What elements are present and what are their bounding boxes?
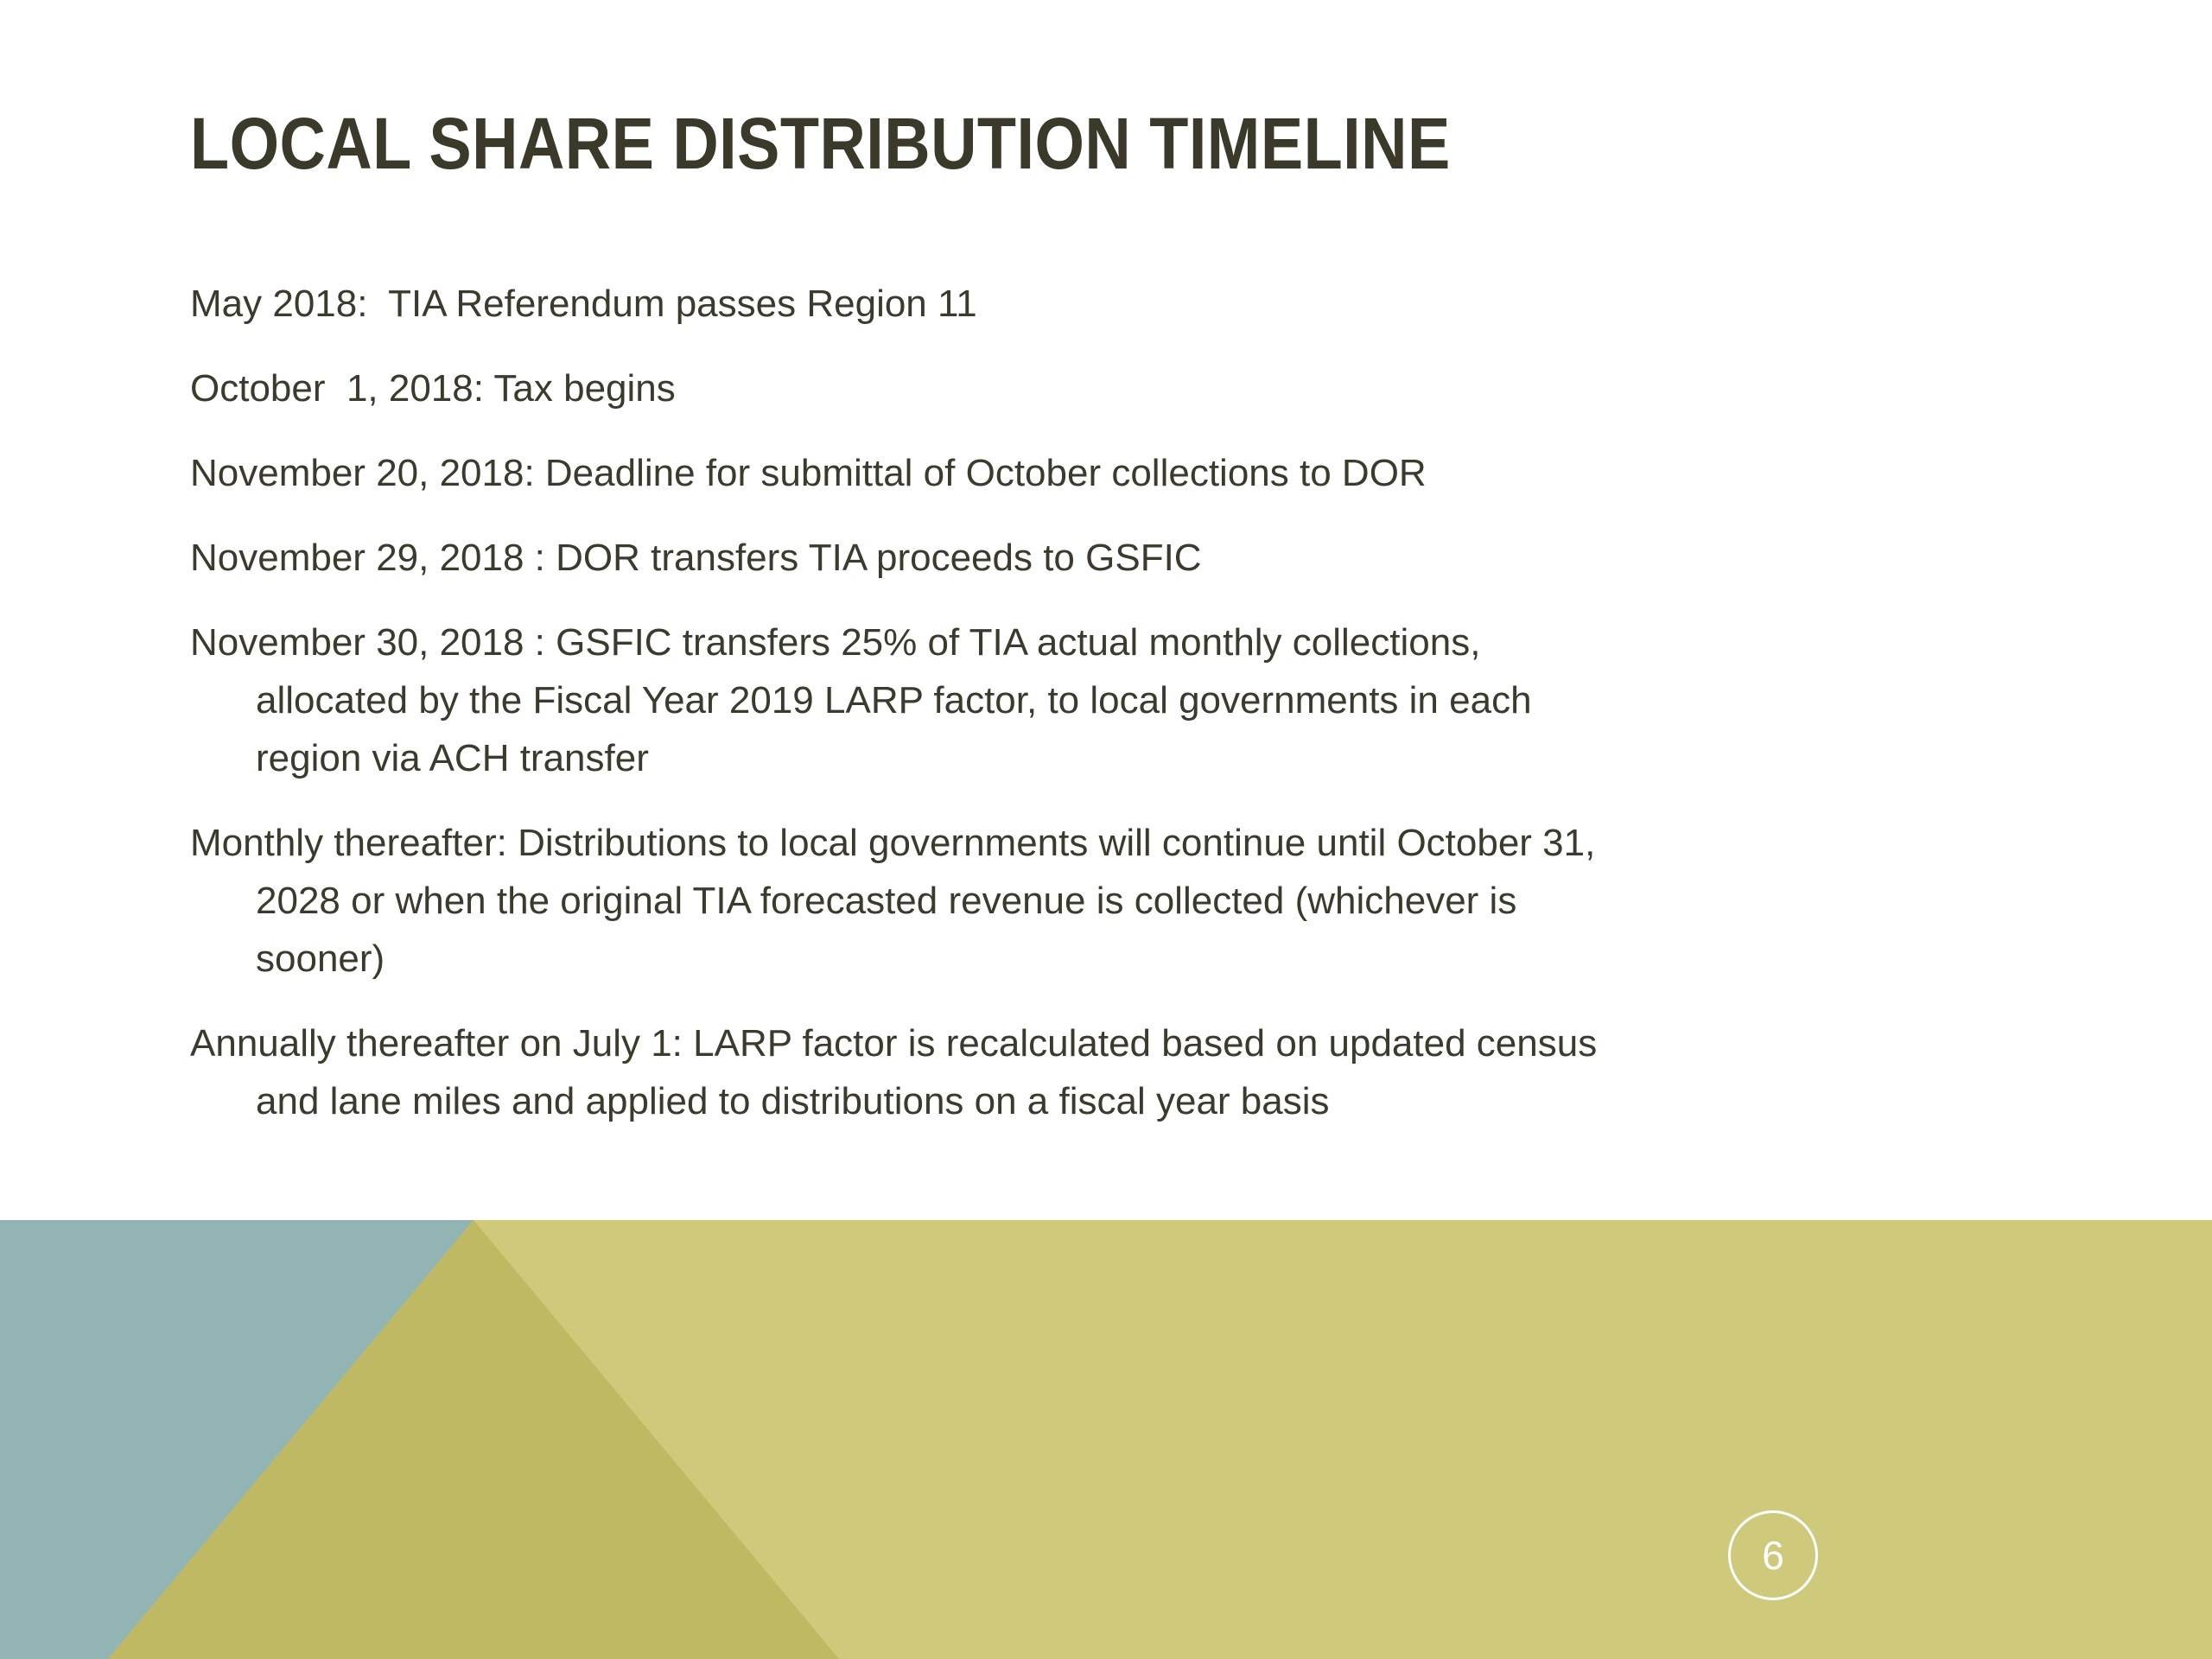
slide-title: LOCAL SHARE DISTRIBUTION TIMELINE — [190, 103, 1451, 184]
decorative-bottom-band — [0, 1220, 2212, 1659]
page-number: 6 — [1762, 1533, 1784, 1578]
timeline-item: November 20, 2018: Deadline for submitta… — [190, 452, 1427, 494]
timeline-item: Annually thereafter on July 1: LARP fact… — [190, 1022, 1608, 1122]
timeline-item: Monthly thereafter: Distributions to loc… — [190, 822, 1606, 980]
page-number-badge: 6 — [1728, 1510, 1818, 1600]
band-graphic — [0, 1220, 2212, 1659]
band-teal-triangle — [0, 1220, 474, 1659]
timeline-item: May 2018: TIA Referendum passes Region 1… — [190, 283, 977, 325]
timeline-item: November 30, 2018 : GSFIC transfers 25% … — [190, 621, 1542, 779]
timeline-item: October 1, 2018: Tax begins — [190, 367, 676, 410]
band-dark-olive-triangle — [108, 1220, 839, 1659]
timeline-list: May 2018: TIA Referendum passes Region 1… — [190, 275, 1624, 1157]
timeline-item: November 29, 2018 : DOR transfers TIA pr… — [190, 537, 1202, 579]
